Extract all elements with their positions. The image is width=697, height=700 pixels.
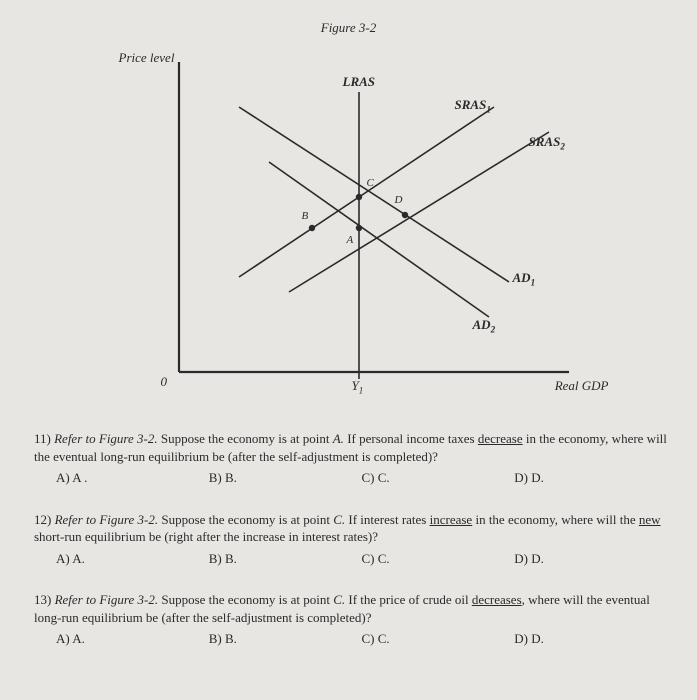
option-d[interactable]: D) D. xyxy=(514,469,667,487)
sras2-label: SRAS2 xyxy=(529,134,565,152)
q-num: 13) xyxy=(34,592,51,607)
option-d[interactable]: D) D. xyxy=(514,550,667,568)
option-a[interactable]: A) A . xyxy=(56,469,209,487)
option-b[interactable]: B) B. xyxy=(209,550,362,568)
economics-chart: Price level Real GDP 0 Y1 LRAS SRAS1 SRA… xyxy=(89,42,609,412)
q-ref: Refer to Figure 3-2. xyxy=(54,431,158,446)
option-b[interactable]: B) B. xyxy=(209,469,362,487)
option-d[interactable]: D) D. xyxy=(514,630,667,648)
x-axis-label: Real GDP xyxy=(555,378,609,394)
ad1-label: AD1 xyxy=(513,270,536,288)
q-ref: Refer to Figure 3-2. xyxy=(55,592,159,607)
q-ref: Refer to Figure 3-2. xyxy=(55,512,159,527)
option-c[interactable]: C) C. xyxy=(362,469,515,487)
ad1-line xyxy=(239,107,509,282)
point-a xyxy=(355,225,361,231)
lras-label: LRAS xyxy=(343,74,376,90)
sras1-label: SRAS1 xyxy=(455,97,491,115)
question-11: 11) Refer to Figure 3-2. Suppose the eco… xyxy=(30,430,667,487)
q13-options: A) A. B) B. C) C. D) D. xyxy=(30,630,667,648)
point-d-label: D xyxy=(395,194,403,206)
point-d xyxy=(401,212,407,218)
q11-options: A) A . B) B. C) C. D) D. xyxy=(30,469,667,487)
point-c-label: C xyxy=(367,177,374,189)
option-b[interactable]: B) B. xyxy=(209,630,362,648)
question-12: 12) Refer to Figure 3-2. Suppose the eco… xyxy=(30,511,667,568)
option-a[interactable]: A) A. xyxy=(56,550,209,568)
ad2-label: AD2 xyxy=(473,317,496,335)
option-c[interactable]: C) C. xyxy=(362,630,515,648)
origin-label: 0 xyxy=(161,374,168,390)
option-c[interactable]: C) C. xyxy=(362,550,515,568)
question-13: 13) Refer to Figure 3-2. Suppose the eco… xyxy=(30,591,667,648)
y1-label: Y1 xyxy=(352,378,364,396)
q-num: 12) xyxy=(34,512,51,527)
figure-title: Figure 3-2 xyxy=(30,20,667,36)
point-c xyxy=(355,194,361,200)
ad2-line xyxy=(269,162,489,317)
q-num: 11) xyxy=(34,431,51,446)
option-a[interactable]: A) A. xyxy=(56,630,209,648)
point-b xyxy=(308,225,314,231)
point-a-label: A xyxy=(347,234,354,246)
q12-options: A) A. B) B. C) C. D) D. xyxy=(30,550,667,568)
chart-svg xyxy=(89,42,609,412)
y-axis-label: Price level xyxy=(119,50,175,66)
point-b-label: B xyxy=(302,210,309,222)
